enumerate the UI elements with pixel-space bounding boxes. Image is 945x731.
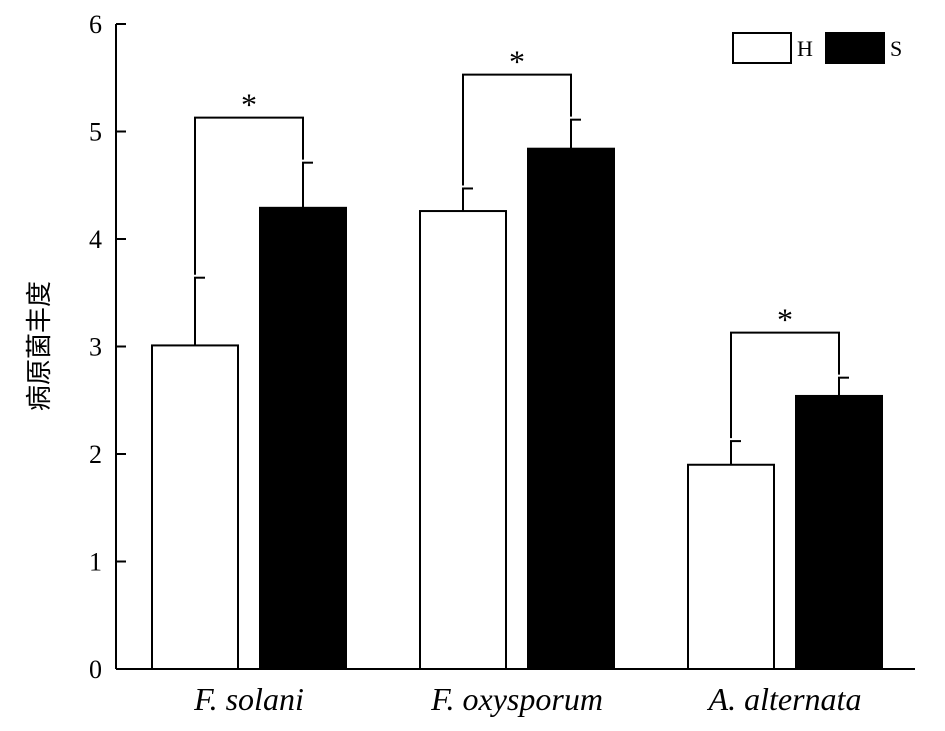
y-tick-label: 4: [89, 225, 102, 254]
y-axis-label: 病原菌丰度: [25, 281, 55, 411]
legend-swatch-H: [732, 32, 792, 64]
significance-bracket: [462, 73, 572, 186]
y-tick-label: 1: [89, 548, 102, 577]
y-tick-label: 5: [89, 118, 102, 147]
significance-bracket: [730, 331, 840, 439]
bar-S: [527, 147, 615, 670]
y-axis-label-group: 病原菌丰度: [25, 281, 55, 411]
x-category-label: F. solani: [193, 681, 304, 717]
y-tick-label: 0: [89, 655, 102, 684]
x-axis-category-labels: F. solani F. oxysporum A. alternata: [193, 681, 861, 717]
significance-star: *: [509, 44, 525, 80]
bar-S: [259, 206, 347, 670]
x-category-label: A. alternata: [707, 681, 862, 717]
error-bars: [194, 118, 849, 465]
y-tick-label: 6: [89, 10, 102, 39]
bar-H: [687, 463, 775, 670]
significance-star: *: [241, 87, 257, 123]
significance-star: *: [777, 302, 793, 338]
bars: [151, 147, 883, 671]
y-tick-label: 2: [89, 440, 102, 469]
y-tick-label: 3: [89, 333, 102, 362]
legend-swatch-S: [825, 32, 885, 64]
bar-H: [151, 344, 239, 670]
significance-bracket: [194, 116, 304, 275]
x-category-label: F. oxysporum: [430, 681, 603, 717]
legend-label-H: H: [797, 36, 813, 61]
significance-brackets: * * *: [194, 44, 840, 439]
bar-H: [419, 210, 507, 671]
y-axis-ticks: 0 1 2 3 4 5 6: [89, 10, 126, 684]
legend-label-S: S: [890, 36, 902, 61]
bar-S: [795, 394, 883, 670]
